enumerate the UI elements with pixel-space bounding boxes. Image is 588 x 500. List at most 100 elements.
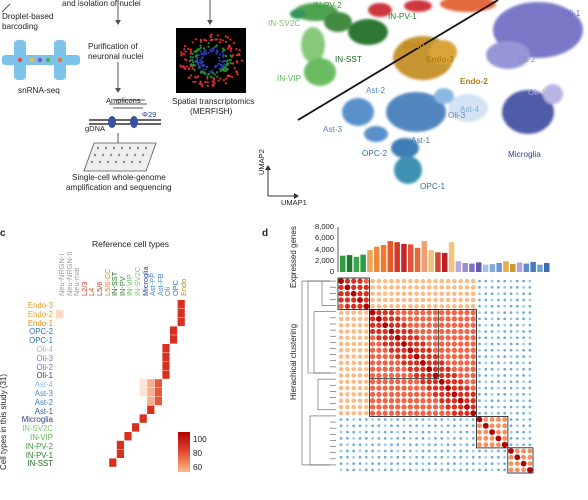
- correlation-dot: [478, 355, 481, 358]
- correlation-dot: [358, 455, 362, 459]
- correlation-dot: [395, 353, 401, 360]
- correlation-dot: [515, 399, 519, 403]
- correlation-dot: [490, 330, 494, 333]
- correlation-dot: [345, 354, 350, 359]
- correlation-dot: [408, 278, 413, 284]
- correlation-dot: [382, 285, 388, 290]
- well-plate-icon: [83, 142, 157, 172]
- correlation-dot: [458, 341, 464, 347]
- correlation-dot: [351, 297, 357, 303]
- correlation-dot: [490, 462, 494, 465]
- merfish-dot: [192, 63, 195, 66]
- correlation-dot: [453, 462, 456, 465]
- correlation-dot: [420, 278, 426, 284]
- correlation-dot: [426, 379, 432, 385]
- correlation-dot: [338, 284, 344, 291]
- correlation-dot: [396, 430, 400, 434]
- correlation-dot: [357, 348, 363, 353]
- correlation-dot: [344, 297, 351, 303]
- merfish-dot: [224, 77, 227, 80]
- umap-label-in-vip: IN-VIP: [277, 74, 302, 83]
- correlation-dot: [413, 328, 420, 335]
- merfish-dot: [184, 50, 187, 53]
- correlation-dot: [420, 391, 426, 398]
- correlation-dot: [439, 316, 445, 322]
- heatmap-row-label: Oli-2: [36, 362, 53, 372]
- correlation-dot: [346, 430, 349, 434]
- correlation-dot: [407, 404, 413, 410]
- correlation-dot: [382, 304, 388, 309]
- correlation-dot: [369, 404, 376, 410]
- correlation-dot: [401, 379, 407, 385]
- correlation-dot: [515, 323, 519, 327]
- correlation-dot: [503, 399, 507, 403]
- correlation-dot: [451, 372, 458, 379]
- correlation-dot: [376, 322, 382, 328]
- correlation-dot: [369, 366, 376, 372]
- merfish-dot: [236, 61, 239, 64]
- correlation-dot: [376, 398, 382, 404]
- correlation-dot: [521, 448, 526, 454]
- correlation-dot: [396, 437, 400, 440]
- correlation-dot: [528, 355, 532, 358]
- correlation-dot: [388, 335, 395, 341]
- correlation-dot: [401, 278, 407, 284]
- correlation-dot: [497, 449, 500, 453]
- correlation-dot: [388, 353, 395, 360]
- correlation-dot: [376, 410, 382, 416]
- correlation-dot: [440, 437, 444, 440]
- merfish-dot: [196, 61, 199, 64]
- merfish-dot: [194, 60, 197, 63]
- correlation-dot: [401, 385, 407, 391]
- correlation-dot: [414, 285, 419, 290]
- correlation-dot: [364, 360, 369, 366]
- correlation-dot: [338, 316, 344, 322]
- correlation-dot: [413, 353, 420, 360]
- correlation-dot: [434, 455, 437, 459]
- correlation-dot: [464, 304, 470, 309]
- correlation-dot: [357, 373, 363, 378]
- correlation-dot: [421, 437, 425, 440]
- correlation-dot: [364, 392, 369, 397]
- correlation-dot: [439, 304, 445, 309]
- correlation-dot: [484, 292, 488, 296]
- correlation-dot: [464, 379, 470, 385]
- bar: [482, 264, 489, 272]
- correlation-dot: [338, 404, 344, 410]
- correlation-dot: [369, 391, 376, 398]
- umap-label-endo-2: Endo-2: [460, 77, 488, 86]
- correlation-dot: [357, 379, 363, 385]
- correlation-dot: [439, 328, 445, 335]
- correlation-dot: [351, 366, 356, 372]
- merfish-dot: [179, 64, 182, 67]
- bar: [503, 261, 509, 272]
- cluster-block-outline: [337, 277, 370, 310]
- umap-label-oli-3: Oli-3: [448, 111, 466, 120]
- correlation-dot: [407, 309, 413, 316]
- heatmap-cell: [147, 405, 155, 414]
- merfish-dot: [235, 70, 238, 73]
- correlation-dot: [446, 437, 450, 440]
- correlation-dot: [421, 443, 425, 447]
- correlation-dot: [382, 278, 388, 284]
- correlation-dot: [377, 449, 381, 453]
- correlation-dot: [338, 354, 344, 359]
- heatmap-cell: [147, 388, 155, 397]
- correlation-dot: [382, 347, 388, 353]
- correlation-dot: [471, 455, 475, 459]
- bar: [516, 262, 523, 272]
- correlation-dot: [478, 367, 481, 371]
- correlation-dot: [426, 316, 432, 322]
- correlation-dot: [459, 455, 463, 459]
- correlation-dot: [489, 423, 495, 429]
- correlation-dot: [432, 391, 439, 398]
- correlation-dot: [528, 424, 532, 428]
- correlation-dot: [440, 455, 444, 459]
- correlation-dot: [396, 449, 400, 453]
- correlation-dot: [508, 454, 514, 460]
- heatmap-cell: [162, 344, 170, 353]
- colorbar-tick-60: 60: [193, 463, 203, 472]
- correlation-dot: [483, 417, 489, 422]
- correlation-dot: [369, 347, 376, 353]
- correlation-dot: [451, 341, 458, 347]
